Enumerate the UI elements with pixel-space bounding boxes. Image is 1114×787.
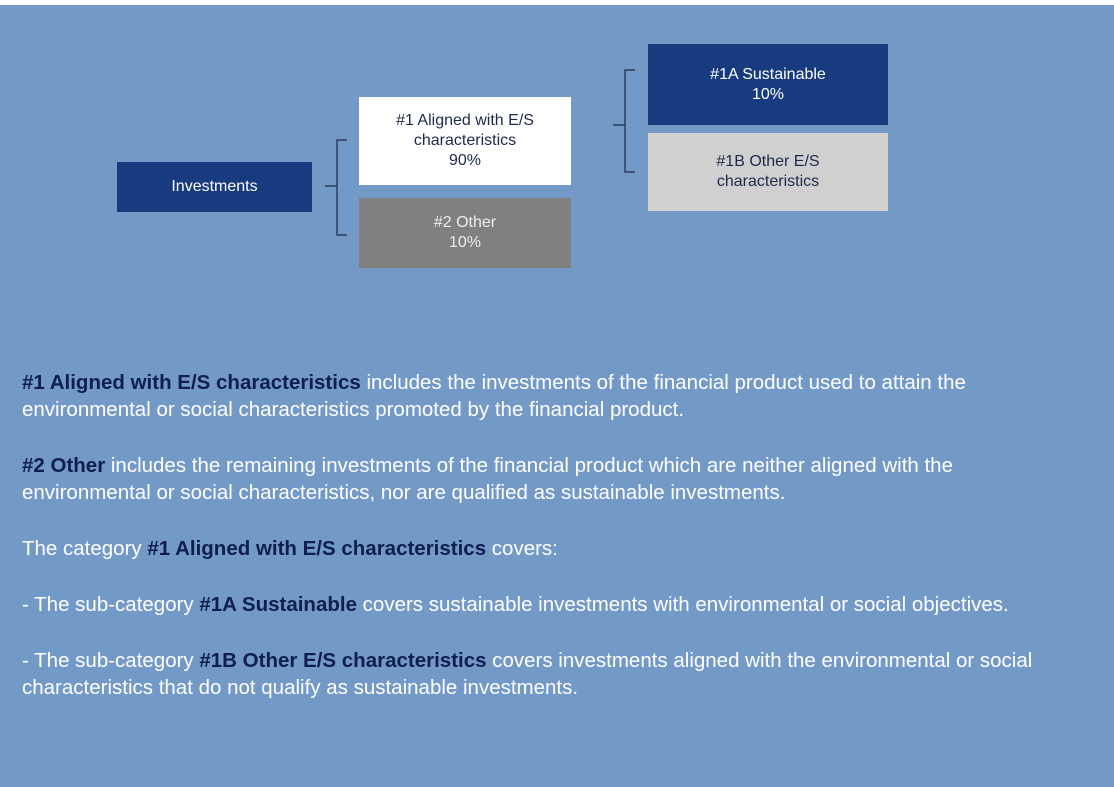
term: #1 Aligned with E/S characteristics [22,371,361,394]
node: #1B Other E/S characteristics [648,133,888,211]
node: Investments [117,162,312,212]
text: covers sustainable investments with envi… [356,593,1009,616]
node-label: 10% [751,85,785,103]
connectors [325,69,635,236]
text: - The sub-category [22,649,200,672]
node-label: 10% [448,234,482,251]
text: The category [22,537,148,560]
text: covers investments aligned with the envi… [22,649,1033,699]
paragraph: #1 Aligned with E/S characteristics incl… [22,369,1067,423]
text: includes the investments of the financia… [22,371,966,421]
bracket [325,139,347,236]
node: #2 Other 10% [359,198,571,268]
paragraph: - The sub-category #1B Other E/S charact… [22,647,1067,701]
node-label: characteristics [716,173,820,190]
node-label: #1B Other E/S [716,153,820,170]
node-label: characteristics [413,132,517,149]
term: #2 Other [22,454,106,477]
description: #1 Aligned with E/S characteristics incl… [22,369,1067,730]
node-label: 90% [448,152,482,169]
text: includes the remaining investments of th… [22,454,953,504]
node: #1 Aligned with E/S characteristics 90% [359,97,571,185]
node-label: Investments [171,178,258,195]
diagram-panel: Investments #1 Aligned with E/S character… [0,5,1114,787]
term: #1B Other E/S characteristics [199,649,487,672]
paragraph: #2 Other includes the remaining investme… [22,452,1067,506]
node-label: #1 Aligned with E/S [396,112,534,129]
term: #1 Aligned with E/S characteristics [147,537,487,560]
text: covers: [486,537,558,560]
paragraph: - The sub-category #1A Sustainable cover… [22,591,1067,618]
paragraph: The category #1 Aligned with E/S charact… [22,535,1067,562]
bracket [613,69,635,173]
node-label: #2 Other [433,214,497,231]
term: #1A Sustainable [199,593,357,616]
node: #1A Sustainable 10% [648,44,888,125]
text: - The sub-category [22,593,200,616]
node-label: #1A Sustainable [710,65,826,83]
